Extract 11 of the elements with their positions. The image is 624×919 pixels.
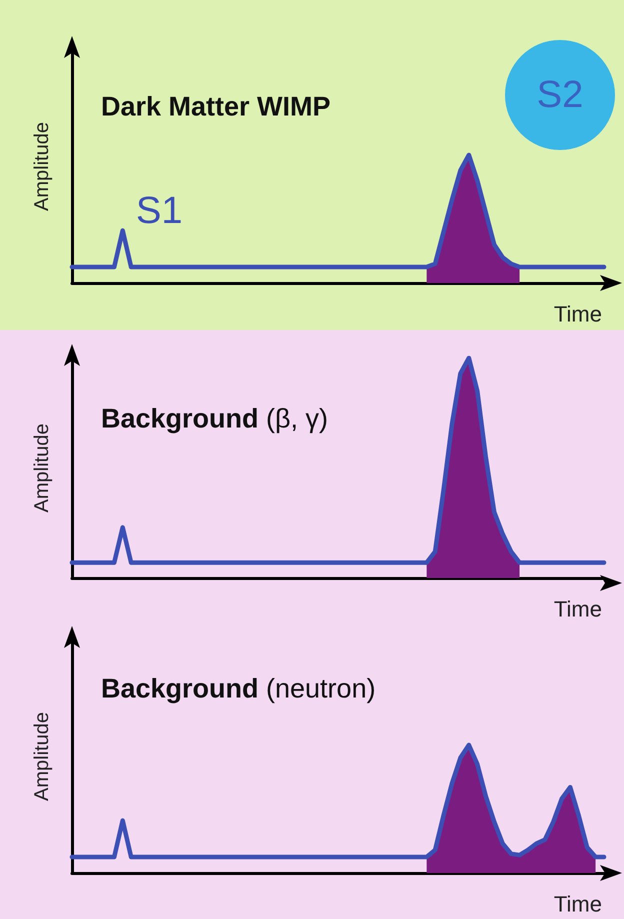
y-axis-title: Amplitude: [31, 122, 53, 211]
x-axis-title: Time: [554, 596, 602, 622]
chart-title: Background (neutron): [101, 674, 376, 704]
x-axis-title: Time: [554, 892, 602, 916]
y-axis-title: Amplitude: [31, 712, 53, 801]
y-axis-title: Amplitude: [31, 424, 53, 512]
circle: S2: [505, 40, 615, 150]
x-axis-title: Time: [554, 302, 602, 326]
chart-title: Dark Matter WIMP: [101, 92, 331, 122]
text: Background (β, γ): [101, 404, 328, 434]
annotation: S1: [136, 190, 182, 233]
